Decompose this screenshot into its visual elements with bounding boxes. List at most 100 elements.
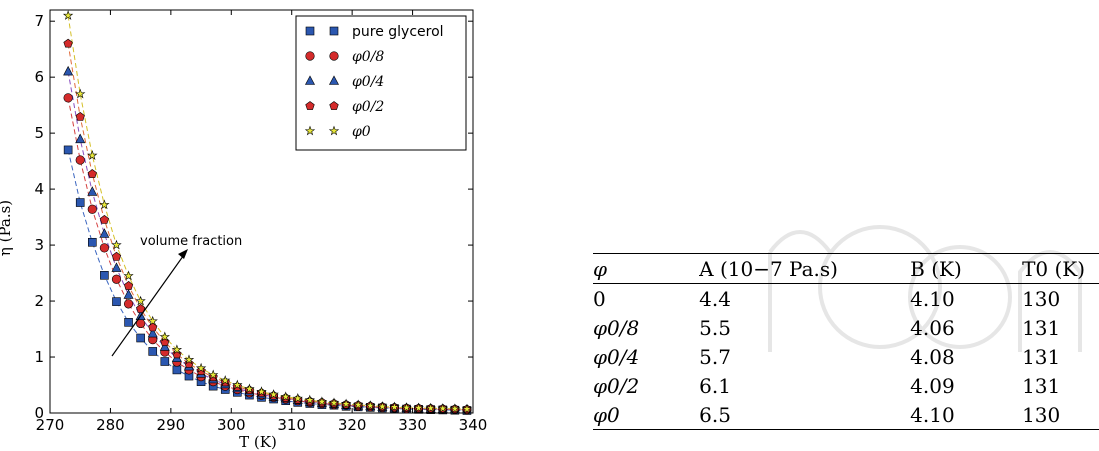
header-phi: φ bbox=[593, 253, 700, 284]
legend-marker-3-b bbox=[329, 101, 339, 110]
data-point-s1-4 bbox=[111, 274, 122, 284]
data-point-s1-5 bbox=[123, 299, 134, 309]
table-cell: 4.4 bbox=[699, 287, 731, 311]
parameters-table: φ A (10−7 Pa.s) B (K) T0 (K) 0 4.4 4.10 130… bbox=[593, 253, 1099, 430]
data-point-s2-0 bbox=[63, 65, 74, 76]
y-tick-label: 5 bbox=[34, 124, 44, 142]
data-point-s4-21 bbox=[316, 396, 328, 407]
data-point-s0-8 bbox=[160, 357, 170, 366]
table-row: 0 4.4 4.10 130 bbox=[593, 284, 1099, 314]
x-tick-label: 300 bbox=[217, 416, 246, 434]
header-a: A (10−7 Pa.s) bbox=[699, 253, 911, 284]
table-row: φ0/8 5.5 4.06 131 bbox=[593, 313, 1099, 342]
data-point-s3-4 bbox=[111, 251, 122, 261]
data-point-s4-3 bbox=[99, 199, 110, 210]
data-point-s4-11 bbox=[195, 362, 207, 373]
data-point-s2-3 bbox=[99, 228, 110, 238]
fit-line-4 bbox=[67, 15, 468, 410]
data-point-s3-5 bbox=[123, 281, 134, 290]
data-point-s4-31 bbox=[437, 403, 448, 413]
table-cell: 131 bbox=[1022, 316, 1061, 340]
y-tick-label: 7 bbox=[34, 12, 44, 30]
data-point-s4-28 bbox=[401, 402, 412, 413]
y-tick-label: 3 bbox=[34, 236, 44, 254]
data-point-s3-6 bbox=[136, 304, 146, 313]
data-point-s2-4 bbox=[111, 262, 122, 272]
data-point-s4-0 bbox=[62, 10, 74, 20]
table-cell: 130 bbox=[1022, 287, 1061, 311]
table-row: φ0 6.5 4.10 130 bbox=[593, 400, 1099, 430]
table-row: φ0/2 6.1 4.09 131 bbox=[593, 371, 1099, 400]
table-cell: 5.7 bbox=[699, 345, 731, 369]
data-point-s3-2 bbox=[87, 169, 97, 178]
table-cell: 130 bbox=[1022, 403, 1061, 427]
data-point-s3-0 bbox=[63, 38, 73, 48]
legend-marker-4-a bbox=[304, 125, 316, 136]
data-point-s4-14 bbox=[232, 379, 243, 390]
table-cell: 4.06 bbox=[910, 316, 955, 340]
data-point-s4-4 bbox=[111, 239, 122, 250]
data-point-s1-2 bbox=[87, 204, 97, 214]
table-row: φ0/4 5.7 4.08 131 bbox=[593, 342, 1099, 371]
table-cell: φ0/2 bbox=[593, 374, 640, 398]
fit-line-0 bbox=[67, 149, 468, 411]
data-point-s4-6 bbox=[135, 295, 146, 306]
x-axis-title: T (K) bbox=[239, 433, 277, 451]
data-point-s4-7 bbox=[147, 315, 158, 326]
legend-marker-0-a bbox=[305, 26, 315, 36]
legend-marker-2-b bbox=[329, 75, 339, 85]
volume-fraction-annotation: volume fraction bbox=[140, 234, 242, 249]
data-point-s4-22 bbox=[328, 397, 340, 408]
data-point-s0-9 bbox=[172, 365, 182, 375]
header-t0: T0 (K) bbox=[1022, 253, 1099, 284]
data-point-s4-27 bbox=[389, 401, 400, 412]
data-point-s4-26 bbox=[377, 401, 388, 411]
legend-label-1: φ0/8 bbox=[352, 49, 384, 65]
y-tick-label: 0 bbox=[34, 404, 44, 422]
data-point-s4-1 bbox=[75, 88, 86, 99]
table-cell: 131 bbox=[1022, 374, 1061, 398]
data-point-s2-8 bbox=[159, 341, 170, 351]
table-cell: φ0/4 bbox=[593, 345, 640, 369]
data-point-s4-13 bbox=[220, 375, 231, 385]
data-point-s0-4 bbox=[112, 297, 121, 306]
y-tick-label: 2 bbox=[34, 292, 44, 310]
x-tick-label: 280 bbox=[96, 416, 125, 434]
viscosity-chart: 270 280 290 300 310 320 330 340 0 1 2 3 4 5 6 7 pure gl… bbox=[0, 9, 488, 451]
table-cell: 4.09 bbox=[910, 374, 955, 398]
data-point-s1-0 bbox=[63, 93, 73, 103]
legend-label-2: φ0/4 bbox=[352, 74, 384, 90]
table-cell: 6.5 bbox=[699, 403, 731, 427]
legend-box bbox=[295, 15, 467, 151]
data-point-s4-32 bbox=[449, 403, 461, 414]
data-point-s4-33 bbox=[461, 403, 473, 414]
data-point-s4-8 bbox=[159, 331, 170, 342]
data-point-s2-7 bbox=[147, 327, 158, 338]
table-cell: 0 bbox=[593, 287, 606, 311]
data-point-s0-6 bbox=[136, 333, 145, 343]
legend-marker-0-b bbox=[329, 26, 339, 36]
data-point-s2-2 bbox=[87, 186, 98, 196]
legend-marker-1-a bbox=[305, 51, 315, 61]
table-cell: φ0 bbox=[593, 403, 620, 427]
data-point-s4-2 bbox=[87, 150, 98, 160]
data-point-s0-0 bbox=[63, 145, 73, 155]
data-point-s0-3 bbox=[100, 271, 109, 280]
x-tick-label: 270 bbox=[36, 416, 65, 434]
volume-fraction-arrow bbox=[111, 249, 188, 357]
data-point-s1-3 bbox=[99, 243, 109, 253]
legend-marker-1-b bbox=[329, 51, 339, 61]
data-point-s4-20 bbox=[304, 394, 315, 405]
x-tick-label: 320 bbox=[338, 416, 367, 434]
data-point-s0-7 bbox=[148, 347, 158, 356]
y-tick-label: 4 bbox=[34, 180, 44, 198]
data-point-s0-1 bbox=[75, 198, 85, 207]
x-tick-label: 340 bbox=[459, 416, 488, 434]
table-cell: 5.5 bbox=[699, 316, 731, 340]
table-header-row: φ A (10−7 Pa.s) B (K) T0 (K) bbox=[593, 253, 1099, 284]
data-point-s4-30 bbox=[425, 402, 436, 413]
data-point-s3-1 bbox=[75, 112, 85, 121]
data-point-s1-1 bbox=[75, 155, 85, 165]
data-point-s4-15 bbox=[244, 383, 255, 394]
data-point-s2-5 bbox=[123, 289, 134, 299]
